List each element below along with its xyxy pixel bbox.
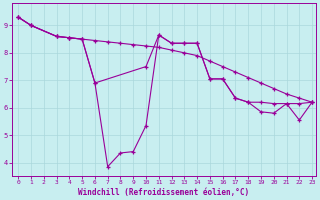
X-axis label: Windchill (Refroidissement éolien,°C): Windchill (Refroidissement éolien,°C) [78, 188, 250, 197]
